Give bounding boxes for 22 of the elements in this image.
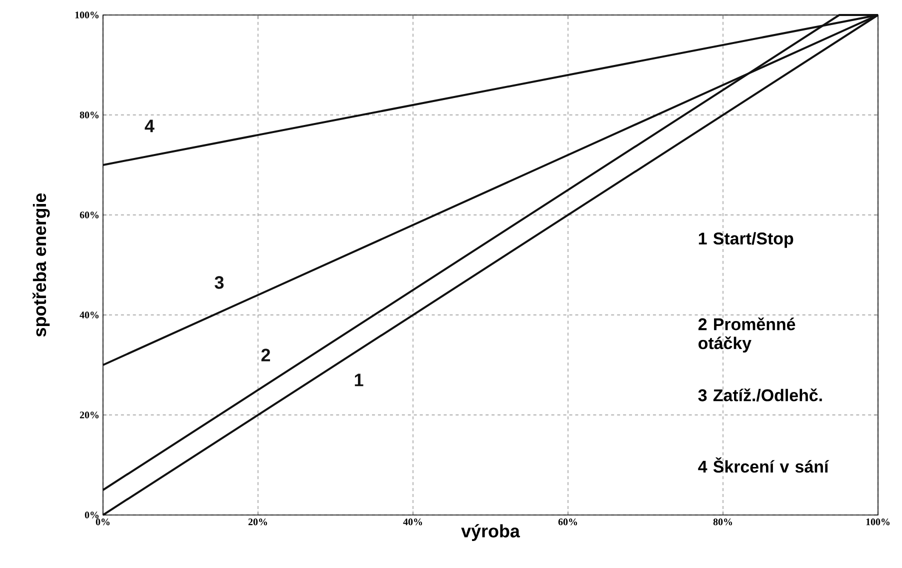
y-tick-label: 100% <box>75 12 99 18</box>
x-tick-label: 40% <box>403 518 422 526</box>
x-tick-label: 20% <box>248 518 268 526</box>
y-axis-title: spotřeba energie <box>32 193 50 337</box>
series-label: 4 <box>144 120 154 132</box>
y-tick-label: 60% <box>80 212 99 218</box>
series-label: 3 <box>214 276 224 289</box>
x-tick-label: 80% <box>713 518 732 526</box>
x-tick-label: 0% <box>96 518 110 526</box>
y-tick-label: 80% <box>80 112 99 118</box>
y-tick-label: 40% <box>80 312 99 318</box>
x-axis-title: výroba <box>461 524 520 541</box>
annotation: 2 Proměnné otáčky <box>698 317 796 353</box>
series-label: 1 <box>354 374 364 386</box>
annotation: 4 Škrcení v sání <box>698 457 830 473</box>
annotation: 1 Start/Stop <box>698 232 794 248</box>
series-label: 2 <box>261 348 270 362</box>
annotation: 3 Zatíž./Odlehč. <box>698 388 822 402</box>
y-tick-label: 0% <box>84 512 99 518</box>
x-tick-label: 100% <box>866 518 890 526</box>
x-tick-label: 60% <box>558 518 578 526</box>
y-tick-label: 20% <box>80 412 99 418</box>
